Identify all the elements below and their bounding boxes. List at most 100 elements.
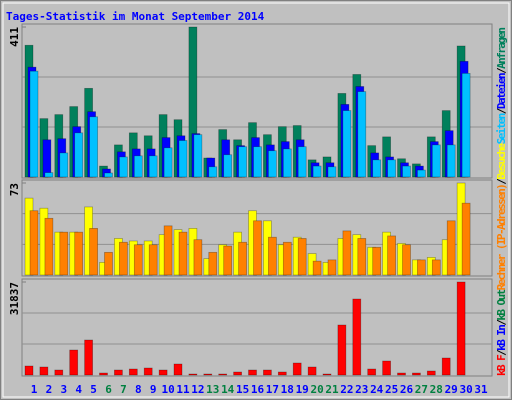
bar <box>307 366 317 376</box>
bar <box>69 349 79 376</box>
x-tick-label: 9 <box>150 383 157 396</box>
bar <box>233 371 242 376</box>
y-tick-label: 31837 <box>8 282 21 315</box>
bar <box>268 236 277 276</box>
x-tick-label: 13 <box>206 383 219 396</box>
bar <box>104 251 113 276</box>
bar <box>387 159 396 178</box>
x-tick-label: 8 <box>135 383 142 396</box>
bar <box>253 146 262 178</box>
bar <box>248 369 257 376</box>
bar <box>372 246 382 276</box>
bar <box>357 238 367 276</box>
bar <box>54 369 64 376</box>
bar <box>461 202 471 276</box>
bar <box>89 116 98 178</box>
legend-entry: Rechner (IP-Adressen) <box>495 183 508 290</box>
bar <box>119 241 128 276</box>
x-tick-label: 2 <box>46 383 53 396</box>
x-tick-label: 18 <box>281 383 294 396</box>
bar <box>387 235 396 276</box>
x-tick-label: 28 <box>430 383 443 396</box>
x-tick-label: 14 <box>221 383 235 396</box>
bar <box>104 172 113 178</box>
bar <box>208 251 218 276</box>
bar <box>143 367 153 376</box>
bar <box>312 165 322 178</box>
bar <box>133 244 143 276</box>
bar <box>417 169 426 178</box>
bar <box>417 259 426 276</box>
bar <box>322 373 332 376</box>
bar <box>431 144 441 178</box>
bar <box>223 245 233 276</box>
bar <box>402 165 411 178</box>
legend-separator: / <box>495 319 508 326</box>
legend-entry: kB Out <box>495 289 508 321</box>
x-tick-label: 7 <box>120 383 127 396</box>
legend-entry: Besuche <box>495 142 508 179</box>
x-tick-label: 26 <box>400 383 414 396</box>
bar <box>193 239 203 276</box>
bar <box>292 362 302 376</box>
bar <box>446 144 456 178</box>
bar <box>99 372 108 376</box>
bar <box>277 371 287 376</box>
x-tick-label: 15 <box>236 383 249 396</box>
bar <box>163 147 173 178</box>
legend-entry: kB F <box>495 354 508 376</box>
bar <box>148 244 158 276</box>
bar <box>203 373 213 376</box>
bar <box>412 372 421 376</box>
bar <box>441 357 451 376</box>
x-tick-label: 21 <box>325 383 339 396</box>
x-tick-label: 25 <box>385 383 398 396</box>
bar <box>238 146 247 178</box>
bar <box>208 166 218 178</box>
bar <box>253 220 262 276</box>
x-tick-label: 6 <box>105 383 112 396</box>
bar <box>218 373 228 376</box>
bar <box>193 134 203 178</box>
bar <box>357 91 367 178</box>
chart-title: Tages-Statistik im Monat September 2014 <box>6 10 265 23</box>
bar <box>282 148 292 178</box>
bar <box>337 324 347 376</box>
x-tick-label: 20 <box>310 383 323 396</box>
bar <box>44 217 54 276</box>
bar <box>188 373 198 376</box>
bar <box>282 241 292 276</box>
x-tick-label: 27 <box>415 383 428 396</box>
bar <box>342 230 352 276</box>
bar <box>59 231 69 276</box>
legend-entry: Dateien <box>495 72 508 109</box>
bar <box>372 159 382 178</box>
bar <box>84 339 93 376</box>
bar <box>431 259 441 276</box>
x-tick-label: 3 <box>60 383 67 396</box>
x-tick-label: 10 <box>161 383 174 396</box>
bar <box>119 156 128 178</box>
bar <box>297 146 307 178</box>
bar <box>263 369 272 376</box>
bar <box>29 70 39 178</box>
bar <box>327 259 337 276</box>
x-tick-label: 11 <box>176 383 190 396</box>
legend-separator: / <box>495 107 508 114</box>
bar <box>397 372 406 376</box>
x-tick-label: 31 <box>474 383 488 396</box>
x-tick-label: 16 <box>251 383 265 396</box>
bar <box>312 260 322 276</box>
bar <box>173 363 183 376</box>
panel <box>21 278 493 377</box>
bar <box>158 369 168 376</box>
legend-entry: kB In <box>495 324 508 351</box>
x-tick-label: 12 <box>191 383 204 396</box>
bar <box>426 370 436 376</box>
legend-entry: Seiten <box>495 113 508 145</box>
bar <box>352 298 362 376</box>
bar <box>29 210 39 276</box>
x-tick-label: 24 <box>370 383 384 396</box>
bar <box>74 231 84 276</box>
